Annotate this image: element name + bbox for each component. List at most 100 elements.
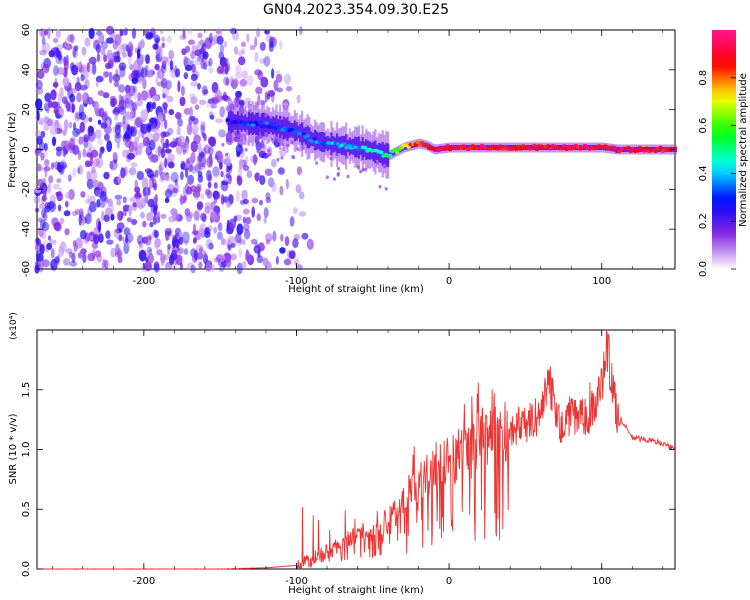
noise-speckle — [239, 78, 248, 87]
noise-speckle — [78, 214, 82, 226]
noise-speckle — [94, 250, 102, 258]
track-band — [262, 112, 265, 137]
noise-speckle — [146, 102, 152, 109]
noise-speckle — [35, 98, 43, 110]
noise-speckle — [136, 98, 143, 107]
noise-speckle — [233, 46, 239, 55]
noise-speckle — [35, 250, 41, 263]
noise-speckle — [149, 155, 154, 163]
noise-speckle — [42, 185, 47, 197]
noise-speckle — [43, 29, 49, 36]
track-scatter — [274, 136, 278, 140]
noise-speckle — [155, 76, 159, 85]
noise-speckle — [276, 87, 284, 93]
noise-speckle — [296, 94, 301, 104]
noise-speckle — [55, 191, 62, 197]
spectrogram-xtick-label: -100 — [285, 276, 308, 287]
noise-speckle — [104, 207, 113, 216]
noise-speckle — [114, 135, 121, 144]
noise-speckle — [113, 55, 118, 63]
noise-speckle — [228, 218, 237, 230]
colorbar-tick-label: 0.2 — [698, 213, 709, 229]
noise-speckle — [183, 248, 189, 256]
noise-speckle — [67, 34, 74, 43]
noise-speckle — [197, 174, 204, 183]
noise-speckle — [120, 167, 126, 179]
noise-speckle — [199, 48, 204, 55]
noise-speckle — [88, 130, 96, 142]
noise-speckle — [47, 27, 51, 40]
noise-speckle — [215, 95, 224, 103]
noise-speckle — [296, 166, 302, 176]
noise-speckle — [193, 210, 200, 221]
noise-speckle — [292, 207, 298, 215]
noise-speckle — [148, 139, 156, 151]
noise-speckle — [131, 28, 137, 39]
noise-speckle — [152, 132, 160, 143]
noise-speckle — [236, 262, 243, 275]
noise-speckle — [204, 202, 212, 208]
noise-speckle — [84, 160, 92, 168]
noise-speckle — [81, 46, 87, 56]
noise-speckle — [284, 73, 291, 85]
noise-speckle — [180, 85, 185, 97]
noise-speckle — [197, 83, 201, 90]
noise-speckle — [123, 227, 131, 236]
noise-speckle — [198, 261, 203, 269]
noise-speckle — [37, 178, 44, 187]
noise-speckle — [164, 227, 172, 236]
noise-speckle — [172, 211, 180, 222]
noise-speckle — [57, 50, 62, 61]
noise-speckle — [48, 239, 57, 245]
noise-speckle — [93, 233, 100, 245]
track-scatter — [332, 177, 336, 181]
noise-speckle — [140, 90, 149, 101]
noise-speckle — [179, 194, 184, 206]
noise-speckle — [236, 223, 244, 236]
noise-speckle — [268, 42, 274, 53]
track-scatter — [286, 143, 290, 148]
noise-speckle — [257, 70, 264, 81]
track-scatter — [378, 184, 382, 189]
noise-speckle — [186, 262, 194, 271]
noise-speckle — [249, 44, 256, 51]
noise-speckle — [192, 237, 197, 244]
noise-speckle — [271, 68, 275, 79]
noise-speckle — [74, 208, 81, 215]
noise-speckle — [77, 167, 81, 174]
noise-speckle — [218, 51, 225, 60]
noise-speckle — [116, 222, 125, 231]
colorbar-tick-label: 0.4 — [698, 165, 709, 181]
noise-speckle — [235, 233, 242, 244]
noise-speckle — [206, 190, 213, 199]
noise-speckle — [135, 116, 143, 128]
noise-speckle — [144, 28, 150, 37]
noise-speckle — [206, 169, 212, 182]
track-band — [266, 115, 269, 135]
noise-speckle — [129, 196, 136, 203]
noise-speckle — [190, 140, 198, 153]
spectrogram-ytick-label: -20 — [21, 181, 32, 197]
noise-speckle — [160, 213, 167, 219]
noise-speckle — [233, 234, 238, 246]
noise-speckle — [158, 68, 163, 80]
noise-speckle — [241, 48, 246, 54]
spectrogram-ytick-label: -60 — [21, 261, 32, 277]
noise-speckle — [242, 216, 246, 224]
noise-speckle — [99, 191, 107, 202]
track-point — [445, 144, 450, 148]
noise-speckle — [79, 84, 88, 91]
noise-speckle — [52, 81, 59, 88]
noise-speckle — [55, 146, 63, 152]
track-scatter — [270, 137, 274, 142]
noise-speckle — [235, 144, 243, 155]
track-band — [260, 113, 263, 137]
noise-speckle — [128, 85, 136, 97]
noise-speckle — [218, 254, 226, 262]
track-band — [273, 117, 276, 134]
noise-speckle — [236, 175, 241, 182]
noise-speckle — [87, 194, 92, 203]
noise-speckle — [146, 212, 154, 222]
noise-speckle — [184, 64, 193, 72]
track-scatter — [296, 147, 300, 151]
